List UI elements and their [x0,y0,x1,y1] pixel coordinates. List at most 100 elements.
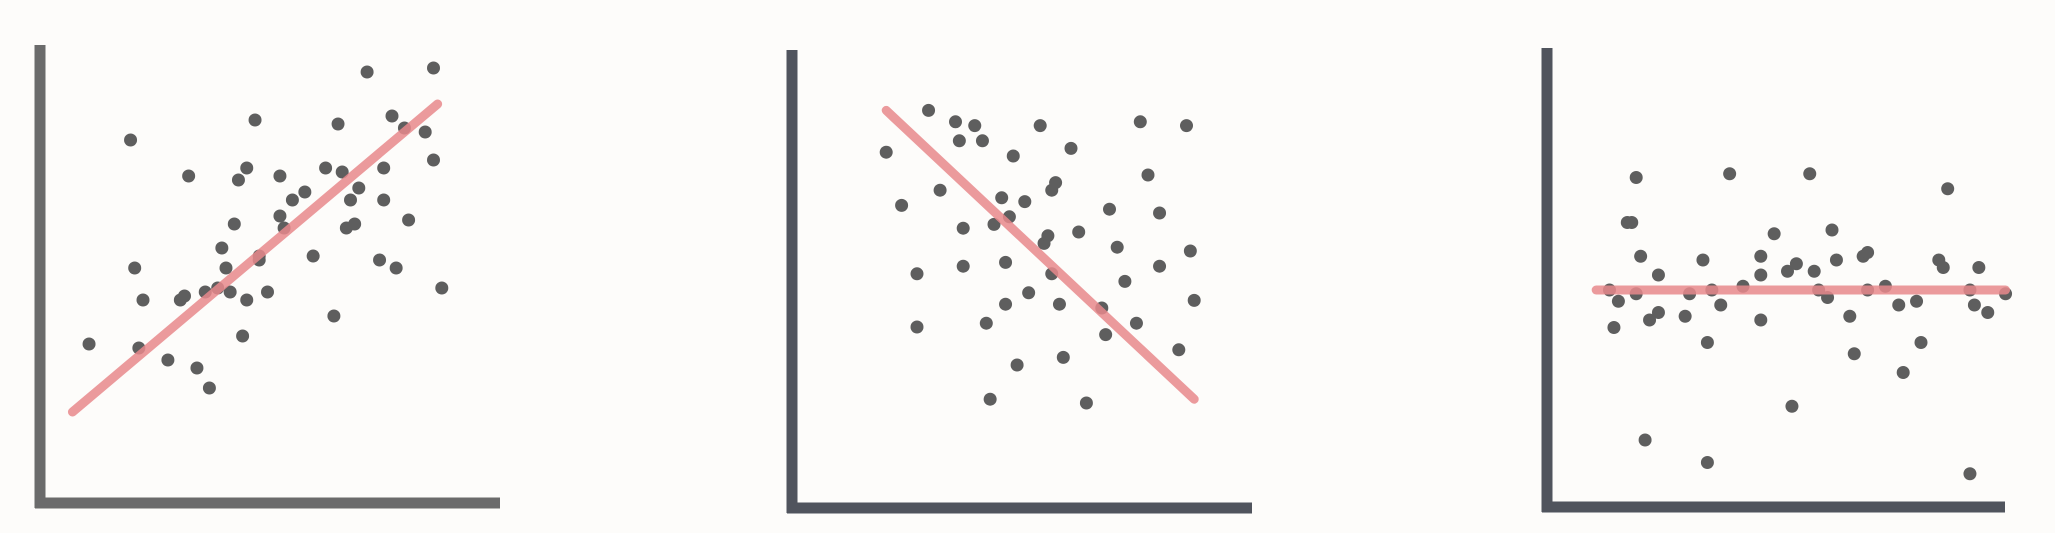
data-point [1700,336,1714,349]
data-point [1018,195,1032,209]
data-point [178,289,191,303]
data-point [128,261,142,275]
data-point [1638,433,1652,447]
data-point [377,161,391,175]
data-point [1678,309,1692,323]
data-point [1133,115,1147,129]
data-point [1634,249,1648,263]
data-point [298,185,312,199]
data-point [435,281,449,295]
data-point [1611,294,1625,308]
data-point [1896,366,1910,379]
data-point [261,285,274,299]
data-point [190,361,204,375]
data-point [1118,274,1132,288]
data-point [1052,297,1066,311]
data-point [1967,298,1981,312]
data-point [389,261,403,275]
data-point [1651,306,1665,319]
data-point [1629,171,1643,184]
data-point [348,217,362,231]
data-point [1723,167,1737,181]
data-point [1754,313,1768,327]
data-point [327,309,341,323]
data-point [1714,298,1728,312]
data-point [360,65,374,79]
data-point [273,209,287,223]
data-point [1941,182,1955,196]
data-point [373,253,387,267]
data-point [1892,298,1906,312]
data-point [1049,176,1063,190]
data-point [1861,246,1875,259]
data-point [1767,227,1781,241]
data-point [319,161,333,175]
data-point [1153,259,1167,273]
data-point [1010,358,1024,372]
data-point [949,115,962,129]
data-point [273,169,287,183]
data-point [377,193,391,207]
data-point [987,217,1001,231]
data-point [1006,149,1020,163]
data-point [1183,244,1197,258]
data-point [1829,253,1843,267]
data-point [1972,261,1986,274]
data-point [344,193,357,207]
data-point [385,109,399,123]
data-point [1825,223,1839,237]
data-point [995,191,1009,205]
data-point [1110,240,1124,254]
data-point [1643,313,1657,327]
data-point [1807,264,1821,278]
data-point [1056,350,1070,364]
data-point [1022,286,1036,300]
data-point [1789,257,1803,271]
data-point [124,133,138,147]
data-point [219,261,233,275]
data-point [248,113,262,127]
data-point [240,161,254,175]
data-point [1172,343,1186,357]
data-point [223,285,237,299]
data-point [418,125,432,139]
data-point [1781,264,1794,278]
data-point [910,267,924,281]
data-point [285,193,299,207]
data-point [1696,253,1710,267]
data-point [1103,202,1116,216]
data-point [1129,316,1143,330]
data-point [236,329,250,343]
data-point [1607,321,1621,334]
data-point [1963,467,1977,481]
data-point [402,213,416,227]
data-point [1625,216,1639,229]
data-point [1803,167,1817,181]
scatter-panel-positive [34,45,500,509]
data-point [968,119,982,133]
data-point [1785,399,1799,413]
data-point [956,221,970,235]
scatter-panel-flat [1541,48,2013,513]
data-point [983,392,997,406]
data-point [182,169,196,183]
data-point [1754,268,1768,282]
data-point [975,134,989,148]
data-point [427,61,440,75]
data-point [306,249,320,263]
data-point [331,117,345,131]
data-point [1187,293,1201,307]
data-point [956,259,970,273]
trend-line [67,99,443,417]
data-point [231,173,245,187]
data-point [161,353,175,367]
trend-line [881,105,1199,404]
data-point [240,293,254,307]
data-point [1981,306,1995,319]
data-point [227,217,241,231]
data-point [1847,347,1861,361]
data-point [1141,168,1155,182]
data-point [1072,225,1086,239]
data-point [1099,328,1113,342]
